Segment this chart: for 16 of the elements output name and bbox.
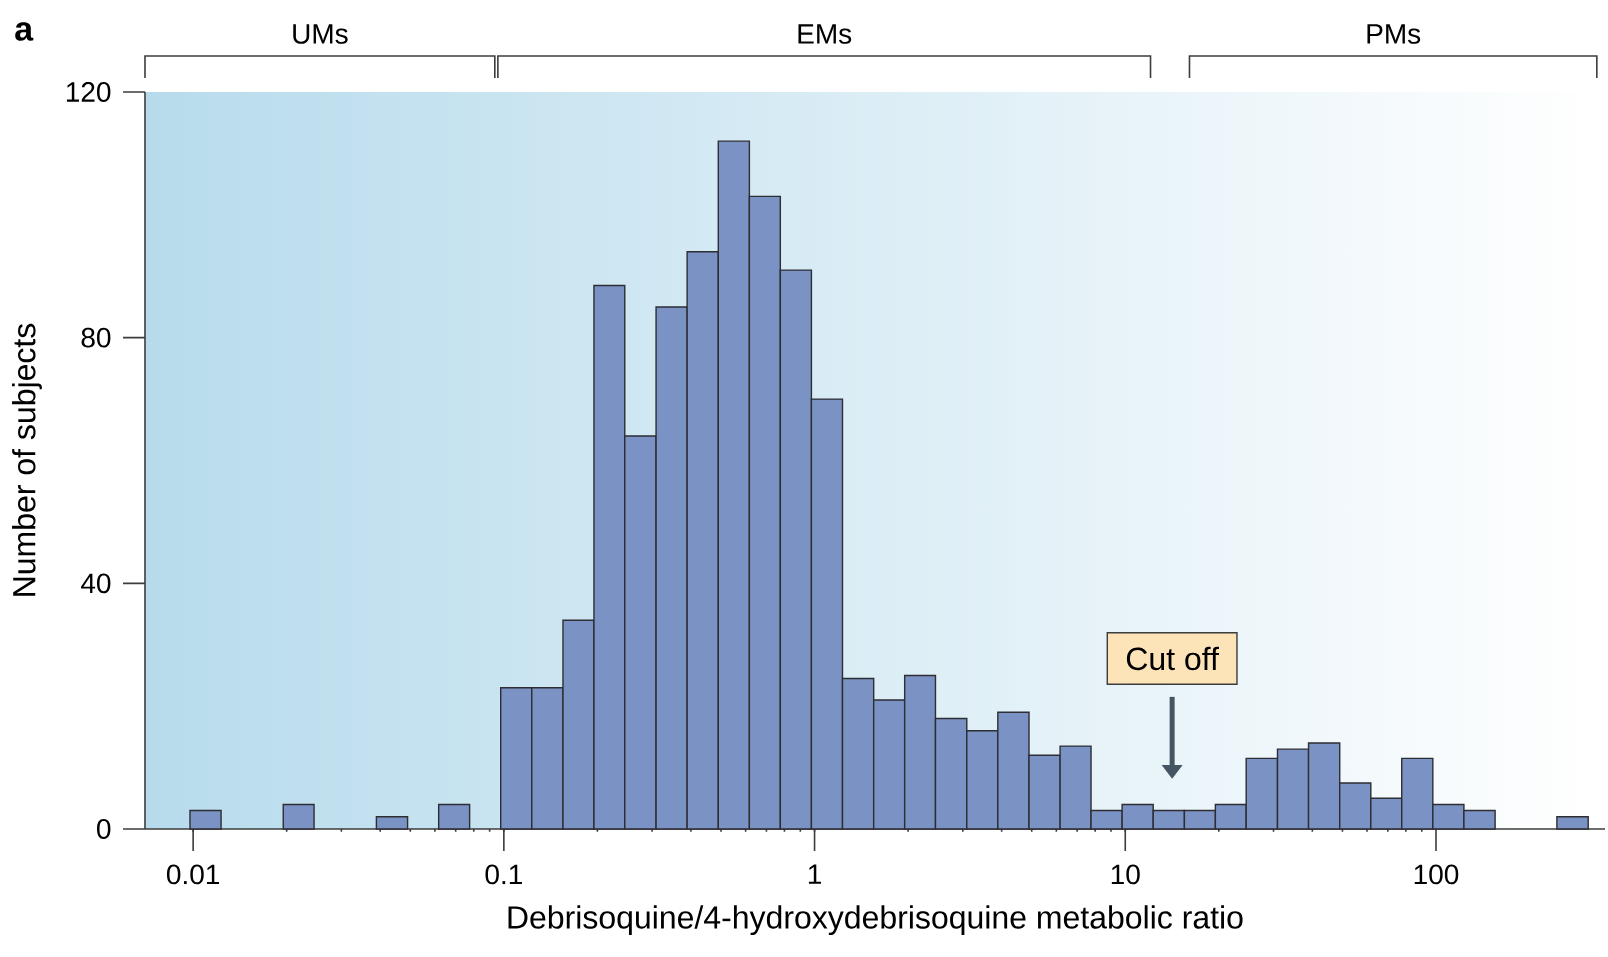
text: EMs [798, 24, 852, 44]
annotation: Cut off [1126, 646, 1220, 671]
y-tick-label: 0 [97, 819, 111, 839]
x-tick-label: 0.01 [166, 864, 220, 885]
x-axis-title: Debrisoquine/4-hydroxydebrisoquine metabolic ratio [508, 905, 1243, 936]
x-tick-label: 10 [1111, 864, 1140, 885]
y-tick-label: 80 [81, 327, 111, 348]
text: a [15, 22, 34, 41]
text: UMs [293, 24, 348, 44]
y-tick-label: 40 [80, 573, 111, 594]
x-tick-label: 100 [1414, 864, 1459, 885]
y-tick-label: 120 [66, 82, 111, 102]
x-tick-label: 0.1 [485, 864, 522, 885]
y-axis-title: Number of subjects [12, 323, 42, 596]
text: PMs [1367, 24, 1421, 44]
x-tick-label: 1 [808, 864, 821, 884]
